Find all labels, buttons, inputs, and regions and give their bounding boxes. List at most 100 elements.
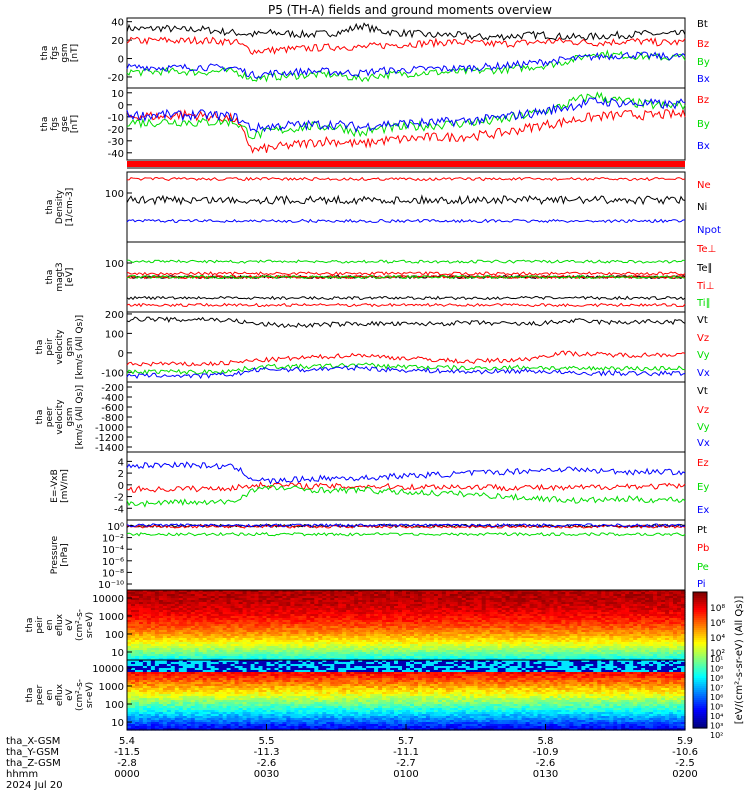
spectrogram-cell	[135, 640, 140, 643]
spectrogram-cell	[669, 642, 674, 645]
spectrogram-cell	[374, 658, 379, 661]
spectrogram-cell	[477, 606, 483, 609]
spectrogram-cell	[665, 626, 670, 629]
spectrogram-cell	[406, 640, 411, 643]
spectrogram-cell	[565, 620, 570, 623]
spectrogram-cell	[429, 646, 435, 649]
spectrogram-cell	[246, 648, 252, 651]
spectrogram-cell	[246, 638, 252, 641]
spectrogram-cell	[457, 590, 463, 593]
spectrogram-cell	[433, 630, 439, 633]
spectrogram-cell	[127, 596, 132, 599]
spectrogram-cell	[445, 600, 451, 603]
spectrogram-cell	[382, 656, 387, 659]
spectrogram-cell	[334, 608, 339, 611]
spectrogram-cell	[473, 656, 479, 659]
spectrogram-cell	[182, 632, 188, 635]
spectrogram-cell	[493, 650, 499, 653]
spectrogram-cell	[449, 610, 455, 613]
spectrogram-cell	[314, 606, 319, 609]
spectrogram-cell	[222, 648, 228, 651]
spectrogram-cell	[418, 642, 423, 645]
spectrogram-cell	[374, 630, 379, 633]
spectrogram-cell	[158, 624, 164, 627]
spectrogram-cell	[421, 612, 427, 615]
spectrogram-cell	[565, 650, 570, 653]
spectrogram-cell	[127, 634, 132, 637]
spectrogram-cell	[382, 618, 387, 621]
spectrogram-cell	[557, 618, 563, 621]
spectrogram-cell	[425, 604, 431, 607]
spectrogram-cell	[537, 636, 543, 639]
spectrogram-cell	[174, 628, 180, 631]
spectrogram-cell	[286, 628, 291, 631]
spectrogram-cell	[406, 610, 411, 613]
spectrogram-cell	[390, 634, 395, 637]
spectrogram-cell	[637, 604, 642, 607]
spectrogram-cell	[561, 618, 566, 621]
spectrogram-cell	[537, 606, 543, 609]
spectrogram-cell	[645, 622, 650, 625]
spectrogram-cell	[190, 610, 196, 613]
spectrogram-cell	[170, 622, 176, 625]
spectrogram-cell	[665, 634, 670, 637]
spectrogram-cell	[298, 600, 303, 603]
spectrogram-cell	[625, 624, 630, 627]
spectrogram-cell	[210, 620, 216, 623]
spectrogram-cell	[182, 656, 188, 659]
y-axis-label: [1/cm-3]	[65, 188, 75, 226]
spectrogram-cell	[214, 606, 220, 609]
spectrogram-cell	[421, 632, 427, 635]
spectrogram-cell	[127, 598, 132, 601]
spectrogram-cell	[250, 592, 256, 595]
spectrogram-cell	[174, 656, 180, 659]
spectrogram-cell	[135, 628, 140, 631]
spectrogram-cell	[649, 650, 654, 653]
y-axis-label: eV	[65, 618, 75, 631]
spectrogram-cell	[497, 600, 503, 603]
spectrogram-cell	[390, 590, 395, 593]
spectrogram-cell	[374, 632, 379, 635]
spectrogram-cell	[505, 590, 511, 593]
spectrogram-cell	[653, 592, 658, 595]
spectrogram-cell	[649, 618, 654, 621]
spectrogram-cell	[565, 606, 570, 609]
spectrogram-cell	[661, 628, 666, 631]
spectrogram-cell	[135, 612, 140, 615]
spectrogram-cell	[326, 600, 331, 603]
spectrogram-cell	[366, 652, 371, 655]
spectrogram-cell	[453, 628, 459, 631]
spectrogram-cell	[581, 650, 586, 653]
spectrogram-cell	[254, 622, 260, 625]
spectrogram-cell	[158, 642, 164, 645]
spectrogram-cell	[150, 656, 156, 659]
spectrogram-cell	[453, 618, 459, 621]
spectrogram-cell	[418, 648, 423, 651]
spectrogram-cell	[589, 644, 594, 647]
spectrogram-cell	[135, 614, 140, 617]
spectrogram-cell	[186, 606, 192, 609]
spectrogram-cell	[489, 616, 495, 619]
spectrogram-cell	[418, 618, 423, 621]
spectrogram-cell	[649, 654, 654, 657]
spectrogram-cell	[541, 620, 547, 623]
spectrogram-cell	[230, 598, 236, 601]
spectrogram-cell	[298, 606, 303, 609]
spectrogram-cell	[210, 656, 216, 659]
spectrogram-cell	[497, 610, 503, 613]
spectrogram-cell	[166, 604, 172, 607]
spectrogram-cell	[274, 596, 280, 599]
spectrogram-cell	[350, 594, 355, 597]
spectrogram-cell	[665, 596, 670, 599]
spectrogram-cell	[509, 596, 515, 599]
spectrogram-cell	[625, 608, 630, 611]
spectrogram-cell	[226, 592, 232, 595]
spectrogram-cell	[545, 642, 551, 645]
spectrogram-cell	[214, 630, 220, 633]
spectrogram-cell	[234, 644, 240, 647]
spectrogram-cell	[529, 608, 535, 611]
spectrogram-cell	[182, 648, 188, 651]
spectrogram-cell	[485, 640, 491, 643]
spectrogram-cell	[469, 596, 475, 599]
spectrogram-cell	[529, 626, 535, 629]
